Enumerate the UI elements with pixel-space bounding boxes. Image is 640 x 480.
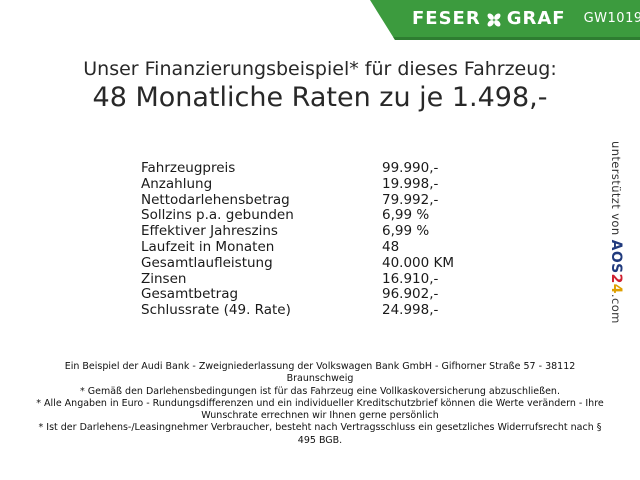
- table-row: Schlussrate (49. Rate) 24.998,-: [141, 302, 481, 319]
- table-row: Nettodarlehensbetrag 79.992,-: [141, 191, 481, 209]
- footnote-withdrawal: * Ist der Darlehens-/Leasingnehmer Verbr…: [38, 422, 602, 446]
- table-row: Effektiver Jahreszins 6,99 %: [141, 223, 481, 240]
- row-label: Schlussrate (49. Rate): [141, 302, 291, 319]
- table-row: Fahrzeugpreis 99.990,-: [141, 160, 481, 177]
- row-value: 96.902,-: [382, 286, 439, 303]
- aos24-logo-com: .com: [609, 293, 623, 324]
- row-label: Nettodarlehensbetrag: [141, 191, 290, 208]
- finance-table: Fahrzeugpreis 99.990,- Anzahlung 19.998,…: [141, 160, 481, 319]
- row-value: 40.000 KM: [382, 254, 455, 271]
- row-value: 19.998,-: [382, 175, 439, 192]
- row-label: Fahrzeugpreis: [141, 160, 236, 176]
- banner-bottom-edge: [370, 37, 640, 40]
- vehicle-id-badge: GW10193: [583, 11, 640, 26]
- row-label: Laufzeit in Monaten: [141, 238, 275, 255]
- row-value: 48: [382, 238, 400, 255]
- headline-subtitle: Unser Finanzierungsbeispiel* für dieses …: [83, 58, 557, 80]
- legal-footnotes: Ein Beispiel der Audi Bank - Zweignieder…: [20, 361, 620, 447]
- aos24-logo-aos: AOS: [608, 239, 624, 274]
- footnote-euro: * Alle Angaben in Euro - Rundungsdiffere…: [36, 397, 604, 422]
- row-value: 24.998,-: [382, 302, 439, 319]
- table-row: Zinsen 16.910,-: [141, 270, 481, 288]
- row-value: 6,99 %: [382, 207, 430, 224]
- row-label: Zinsen: [141, 270, 187, 287]
- clover-icon: [485, 11, 503, 29]
- row-label: Sollzins p.a. gebunden: [141, 207, 294, 224]
- row-label: Gesamtlaufleistung: [141, 254, 273, 271]
- headline: Unser Finanzierungsbeispiel* für dieses …: [0, 56, 640, 114]
- credit-prefix: unterstützt von: [609, 141, 623, 240]
- footnote-insurance: * Gemäß den Darlehensbedingungen ist für…: [80, 385, 560, 397]
- table-row: Sollzins p.a. gebunden 6,99 %: [141, 207, 481, 224]
- row-label: Gesamtbetrag: [141, 286, 239, 303]
- supported-by-credit: unterstützt von AOS24.com: [608, 141, 624, 324]
- row-value: 79.992,-: [382, 191, 439, 208]
- table-row: Gesamtlaufleistung 40.000 KM: [141, 254, 481, 272]
- row-label: Effektiver Jahreszins: [141, 223, 278, 240]
- headline-rate: 48 Monatliche Raten zu je 1.498,-: [92, 82, 548, 113]
- table-row: Gesamtbetrag 96.902,-: [141, 286, 481, 303]
- brand-logo: FESER GRAF GW10193: [412, 0, 640, 37]
- aos24-logo-2: 2: [608, 273, 624, 284]
- row-value: 99.990,-: [382, 160, 439, 176]
- table-row: Anzahlung 19.998,-: [141, 175, 481, 193]
- brand-name-left: FESER: [412, 8, 481, 29]
- row-value: 6,99 %: [382, 223, 430, 240]
- brand-name-right: GRAF: [506, 8, 566, 29]
- row-label: Anzahlung: [141, 175, 213, 192]
- row-value: 16.910,-: [382, 270, 439, 287]
- brand-banner: FESER GRAF GW10193: [370, 0, 640, 40]
- table-row: Laufzeit in Monaten 48: [141, 238, 481, 256]
- aos24-logo-4: 4: [608, 283, 624, 294]
- footnote-bank: Ein Beispiel der Audi Bank - Zweignieder…: [64, 361, 576, 385]
